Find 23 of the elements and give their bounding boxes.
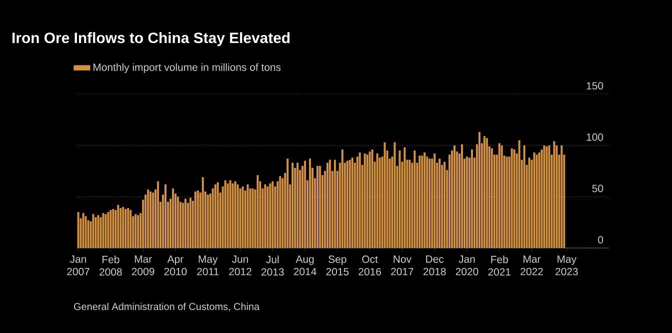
x-tick-label: Jul 2013 — [262, 256, 284, 276]
x-tick-label: Oct 2016 — [358, 256, 381, 276]
x-tick-label: Jan 2007 — [67, 256, 90, 276]
x-tick-label: May 2011 — [197, 256, 219, 276]
x-tick-label: Jun 2012 — [229, 256, 252, 276]
x-tick-label: Mar 2022 — [520, 256, 543, 276]
x-tick-label: Nov 2017 — [391, 256, 414, 276]
legend-label: Monthly import volume in millions of tons — [94, 63, 281, 74]
x-tick-label: Mar 2009 — [132, 256, 154, 276]
x-tick-label: Dec 2018 — [423, 256, 446, 276]
y-tick-label: 0 — [598, 236, 604, 244]
x-tick-label: May 2023 — [556, 256, 578, 276]
y-tick-label: 50 — [592, 184, 604, 192]
x-tick-label: Jan 2020 — [456, 256, 478, 276]
text: General Administration of Customs, China — [74, 302, 260, 312]
x-tick-label: Feb 2021 — [488, 256, 510, 276]
x-tick-label: Aug 2014 — [294, 256, 316, 276]
chart-title: Iron Ore Inflows to China Stay Elevated — [12, 32, 290, 46]
y-tick-label: 150 — [586, 82, 604, 90]
x-tick-label: Apr 2010 — [164, 256, 187, 276]
y-tick-label: 100 — [586, 133, 604, 141]
x-tick-label: Sep 2015 — [326, 256, 349, 276]
x-tick-label: Feb 2008 — [100, 256, 122, 276]
